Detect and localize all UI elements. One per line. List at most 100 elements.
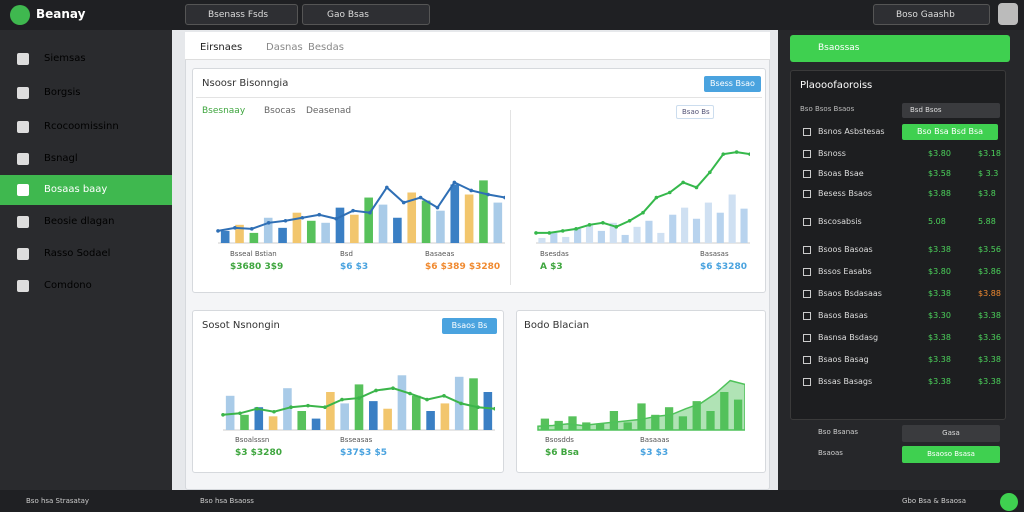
card-button[interactable]: Bsaos Bs [442, 318, 497, 334]
icon [17, 53, 29, 65]
chart [534, 150, 750, 244]
point [734, 150, 739, 154]
icon [17, 121, 29, 133]
bar [450, 184, 460, 243]
chart [537, 379, 745, 431]
point [486, 192, 490, 197]
bar [235, 224, 244, 243]
point [654, 195, 659, 200]
icon [17, 184, 29, 196]
stat-value: $3 $3280 [235, 448, 282, 458]
bar [397, 375, 407, 430]
card [192, 310, 504, 473]
bar [225, 395, 235, 430]
sidebar-item[interactable]: Rasso Sodael [0, 239, 172, 269]
row-label: Bsnoss [818, 149, 846, 158]
tab[interactable]: Eirsnaes [200, 42, 243, 53]
checkbox [803, 290, 811, 298]
sub-tab[interactable]: Bsocas [264, 106, 296, 116]
bar [623, 422, 632, 430]
bar [393, 217, 402, 243]
point [334, 216, 338, 221]
brand: Beanay [36, 7, 86, 21]
bar [292, 212, 302, 243]
row-label: Bsoas Bsae [818, 169, 864, 178]
point [357, 396, 361, 400]
bar [335, 207, 345, 243]
bar [407, 192, 417, 243]
panel-row: Bsaos Basag $3.38 $3.38 [800, 350, 1001, 370]
row-value: $3.36 [978, 333, 1001, 342]
sidebar-item[interactable]: Beosie dlagan [0, 207, 172, 237]
card-title: Bodo Blacian [524, 320, 590, 331]
point [681, 180, 685, 185]
row-value: $3.38 [978, 311, 1001, 320]
stat-value: $37$3 $5 [340, 448, 387, 458]
bar [493, 202, 503, 243]
point [708, 170, 712, 175]
panel-row: Basnsa Bsdasg $3.38 $3.36 [800, 328, 1001, 348]
point [385, 185, 389, 190]
account-menu[interactable]: Boso Gaashb [873, 4, 990, 25]
row-value: $3.38 [928, 289, 951, 298]
stat-label: Bsseal Bstian [230, 250, 277, 258]
sidebar-item[interactable]: Borgsis [0, 78, 172, 108]
filter[interactable]: Bsao Bs [676, 105, 714, 119]
stat-value: $6 Bsa [545, 448, 579, 458]
status-icon[interactable] [1000, 493, 1018, 511]
sidebar-item[interactable]: Bosaas baay [0, 175, 172, 205]
sidebar-item[interactable]: Comdono [0, 271, 172, 301]
sidebar-item[interactable]: Siemsas [0, 44, 172, 74]
bar [657, 232, 665, 243]
point [391, 386, 395, 390]
checkbox [803, 268, 811, 276]
chart [221, 375, 495, 431]
bar [728, 194, 736, 243]
point [249, 227, 254, 231]
bottom-value[interactable]: Bsaoso Bsasa [902, 446, 1000, 463]
stat-label: Basaaas [640, 436, 670, 444]
checkbox [803, 312, 811, 320]
point [289, 405, 293, 409]
bar [464, 194, 474, 243]
bar [651, 414, 660, 430]
stat-label: Bsoalsssn [235, 436, 270, 444]
tab[interactable]: Besdas [308, 42, 344, 53]
sub-tab[interactable]: Bsesnaay [202, 106, 246, 116]
bar [706, 411, 715, 430]
card [516, 310, 766, 473]
tab[interactable]: Dasnas [266, 42, 303, 53]
panel-row: Basos Basas $3.30 $3.38 [800, 306, 1001, 326]
row-value: $3.38 [978, 355, 1001, 364]
bar [240, 414, 249, 430]
icon [17, 153, 29, 165]
bar [692, 218, 701, 243]
checkbox [803, 190, 811, 198]
point [418, 195, 423, 200]
row-label: Bssos Easabs [818, 267, 872, 276]
bottom-value[interactable]: Gasa [902, 425, 1000, 442]
sidebar-item[interactable]: Bsnagl [0, 144, 172, 174]
row-value: $3.58 [928, 169, 951, 178]
point [614, 225, 619, 229]
point [306, 403, 310, 408]
sidebar-item[interactable]: Rcocoomissinn [0, 112, 172, 142]
row-value: $3.38 [928, 355, 951, 364]
point [340, 397, 344, 402]
panel-row: Bssos Easabs $3.80 $3.86 [800, 262, 1001, 282]
overview-card [192, 68, 766, 293]
primary-button[interactable]: Bsaossas [790, 35, 1010, 62]
logo [10, 5, 30, 25]
search-box[interactable]: Bsenass Fsds [185, 4, 298, 25]
row-value: $ 3.3 [978, 169, 999, 178]
filter-dropdown[interactable]: Gao Bsas [302, 4, 430, 25]
avatar[interactable] [998, 3, 1018, 25]
card-button[interactable]: Bsess Bsao [704, 76, 761, 92]
point [368, 210, 372, 215]
row-value: $3.88 [978, 289, 1001, 298]
panel-field[interactable]: Bsd Bsos [902, 103, 1000, 118]
bar [369, 401, 378, 430]
panel-row: Bsoas Bsae $3.58 $ 3.3 [800, 164, 1000, 184]
sub-tab[interactable]: Deasenad [306, 106, 352, 116]
checkbox [803, 170, 811, 178]
